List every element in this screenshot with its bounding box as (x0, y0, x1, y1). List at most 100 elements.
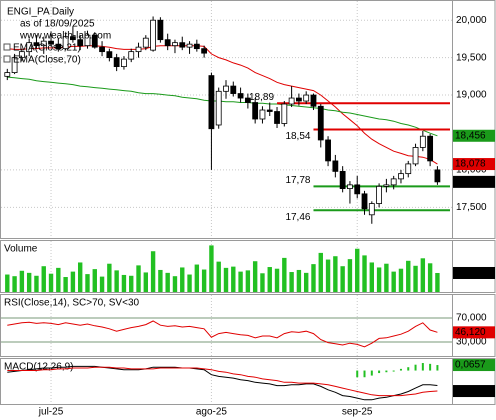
volume-bar (231, 266, 236, 292)
volume-bar (376, 267, 382, 292)
histogram-bar (429, 363, 432, 371)
panel-title: MACD(12,26,9) (4, 362, 73, 373)
axis-panel (452, 294, 496, 357)
candle-body (40, 40, 47, 47)
axis-panel (452, 0, 496, 239)
line (7, 365, 438, 401)
volume-bar (238, 271, 243, 292)
volume-bar (70, 271, 76, 292)
volume-bar (289, 272, 294, 292)
candle-body (383, 184, 390, 187)
value-label-box (453, 326, 495, 339)
line (7, 320, 438, 348)
candle-body (288, 97, 295, 105)
y-tick-label: 17,500 (456, 202, 487, 213)
histogram-bar (421, 363, 424, 371)
candle-body (91, 34, 98, 48)
volume-bar (48, 273, 54, 292)
candle-body (179, 42, 186, 48)
candle-body (390, 178, 397, 186)
candle-body (419, 135, 426, 148)
candle-body (77, 39, 84, 47)
volume-bar (296, 269, 302, 292)
candle-body (303, 94, 310, 102)
legend-label: EMA(Close,21) (13, 43, 81, 54)
legend-icon (3, 55, 11, 63)
candle-body (427, 135, 434, 162)
y-tick-label: 30,000 (456, 337, 487, 348)
candle-body (55, 43, 62, 50)
candle-body (4, 72, 11, 77)
volume-bar (5, 274, 10, 292)
candle-body (135, 46, 142, 53)
candle-body (48, 40, 54, 45)
candle-body (11, 57, 18, 73)
y-tick-label: 19,500 (456, 52, 487, 63)
candle-body (376, 185, 382, 204)
volume-bar (413, 265, 418, 292)
candle-body (186, 43, 193, 48)
candle-body (33, 42, 40, 47)
volume-bar (391, 271, 396, 292)
volume-bar (274, 268, 280, 292)
volume-bar (406, 260, 411, 292)
value-label: 0,0657 (455, 360, 486, 371)
volume-bar (435, 272, 440, 292)
volume-bar (77, 262, 83, 292)
volume-bar (282, 257, 287, 292)
histogram-bar (363, 370, 366, 378)
volume-bar (384, 263, 389, 292)
candle-body (339, 170, 346, 190)
candle-body (274, 111, 280, 124)
value-label-box (453, 385, 495, 398)
value-label-box (453, 359, 495, 372)
volume-bar (121, 274, 127, 292)
candle-body (317, 105, 324, 141)
candle-body (121, 58, 127, 68)
volume-bar (223, 267, 229, 292)
candle-body (113, 57, 120, 68)
volume-bar (150, 251, 156, 292)
volume-bar (209, 245, 214, 292)
legend-icon (3, 43, 11, 51)
volume-bar (63, 277, 68, 292)
histogram-bar (392, 370, 395, 372)
volume-bar (34, 275, 39, 292)
value-label: 18,078 (455, 159, 486, 170)
candle-body (332, 160, 339, 172)
y-tick-label: 20,000 (456, 15, 487, 26)
volume-bar (267, 267, 272, 292)
candle-body (434, 169, 441, 183)
candle-body (347, 184, 353, 190)
histogram-bar (407, 367, 410, 371)
volume-bar (216, 261, 221, 292)
volume-bar (85, 274, 90, 292)
volume-bar (369, 262, 375, 292)
volume-bar (325, 259, 331, 292)
candle-body (99, 46, 105, 53)
value-label-box (453, 158, 495, 171)
volume-bar (201, 269, 207, 292)
line (7, 366, 438, 397)
value-label: 4,57 M (455, 268, 486, 279)
candle-body (164, 39, 171, 47)
value-label-box (453, 175, 495, 188)
histogram-bar (378, 370, 381, 374)
volume-bar (194, 264, 200, 292)
histogram-bar (414, 364, 417, 371)
candle-body (310, 94, 317, 107)
candle-body (18, 51, 25, 59)
volume-bar (172, 276, 178, 292)
volume-bar (99, 276, 105, 292)
volume-bar (347, 259, 353, 292)
level-label: 17,78 (285, 175, 310, 186)
chart-title: ENGI_PA Daily (7, 7, 74, 18)
volume-bar (311, 264, 316, 292)
volume-bar (318, 252, 323, 292)
value-label: -0,2451 (455, 386, 489, 397)
histogram-bar (385, 370, 388, 373)
volume-bar (180, 267, 185, 292)
volume-bar (129, 275, 134, 292)
candle-body (398, 173, 404, 180)
